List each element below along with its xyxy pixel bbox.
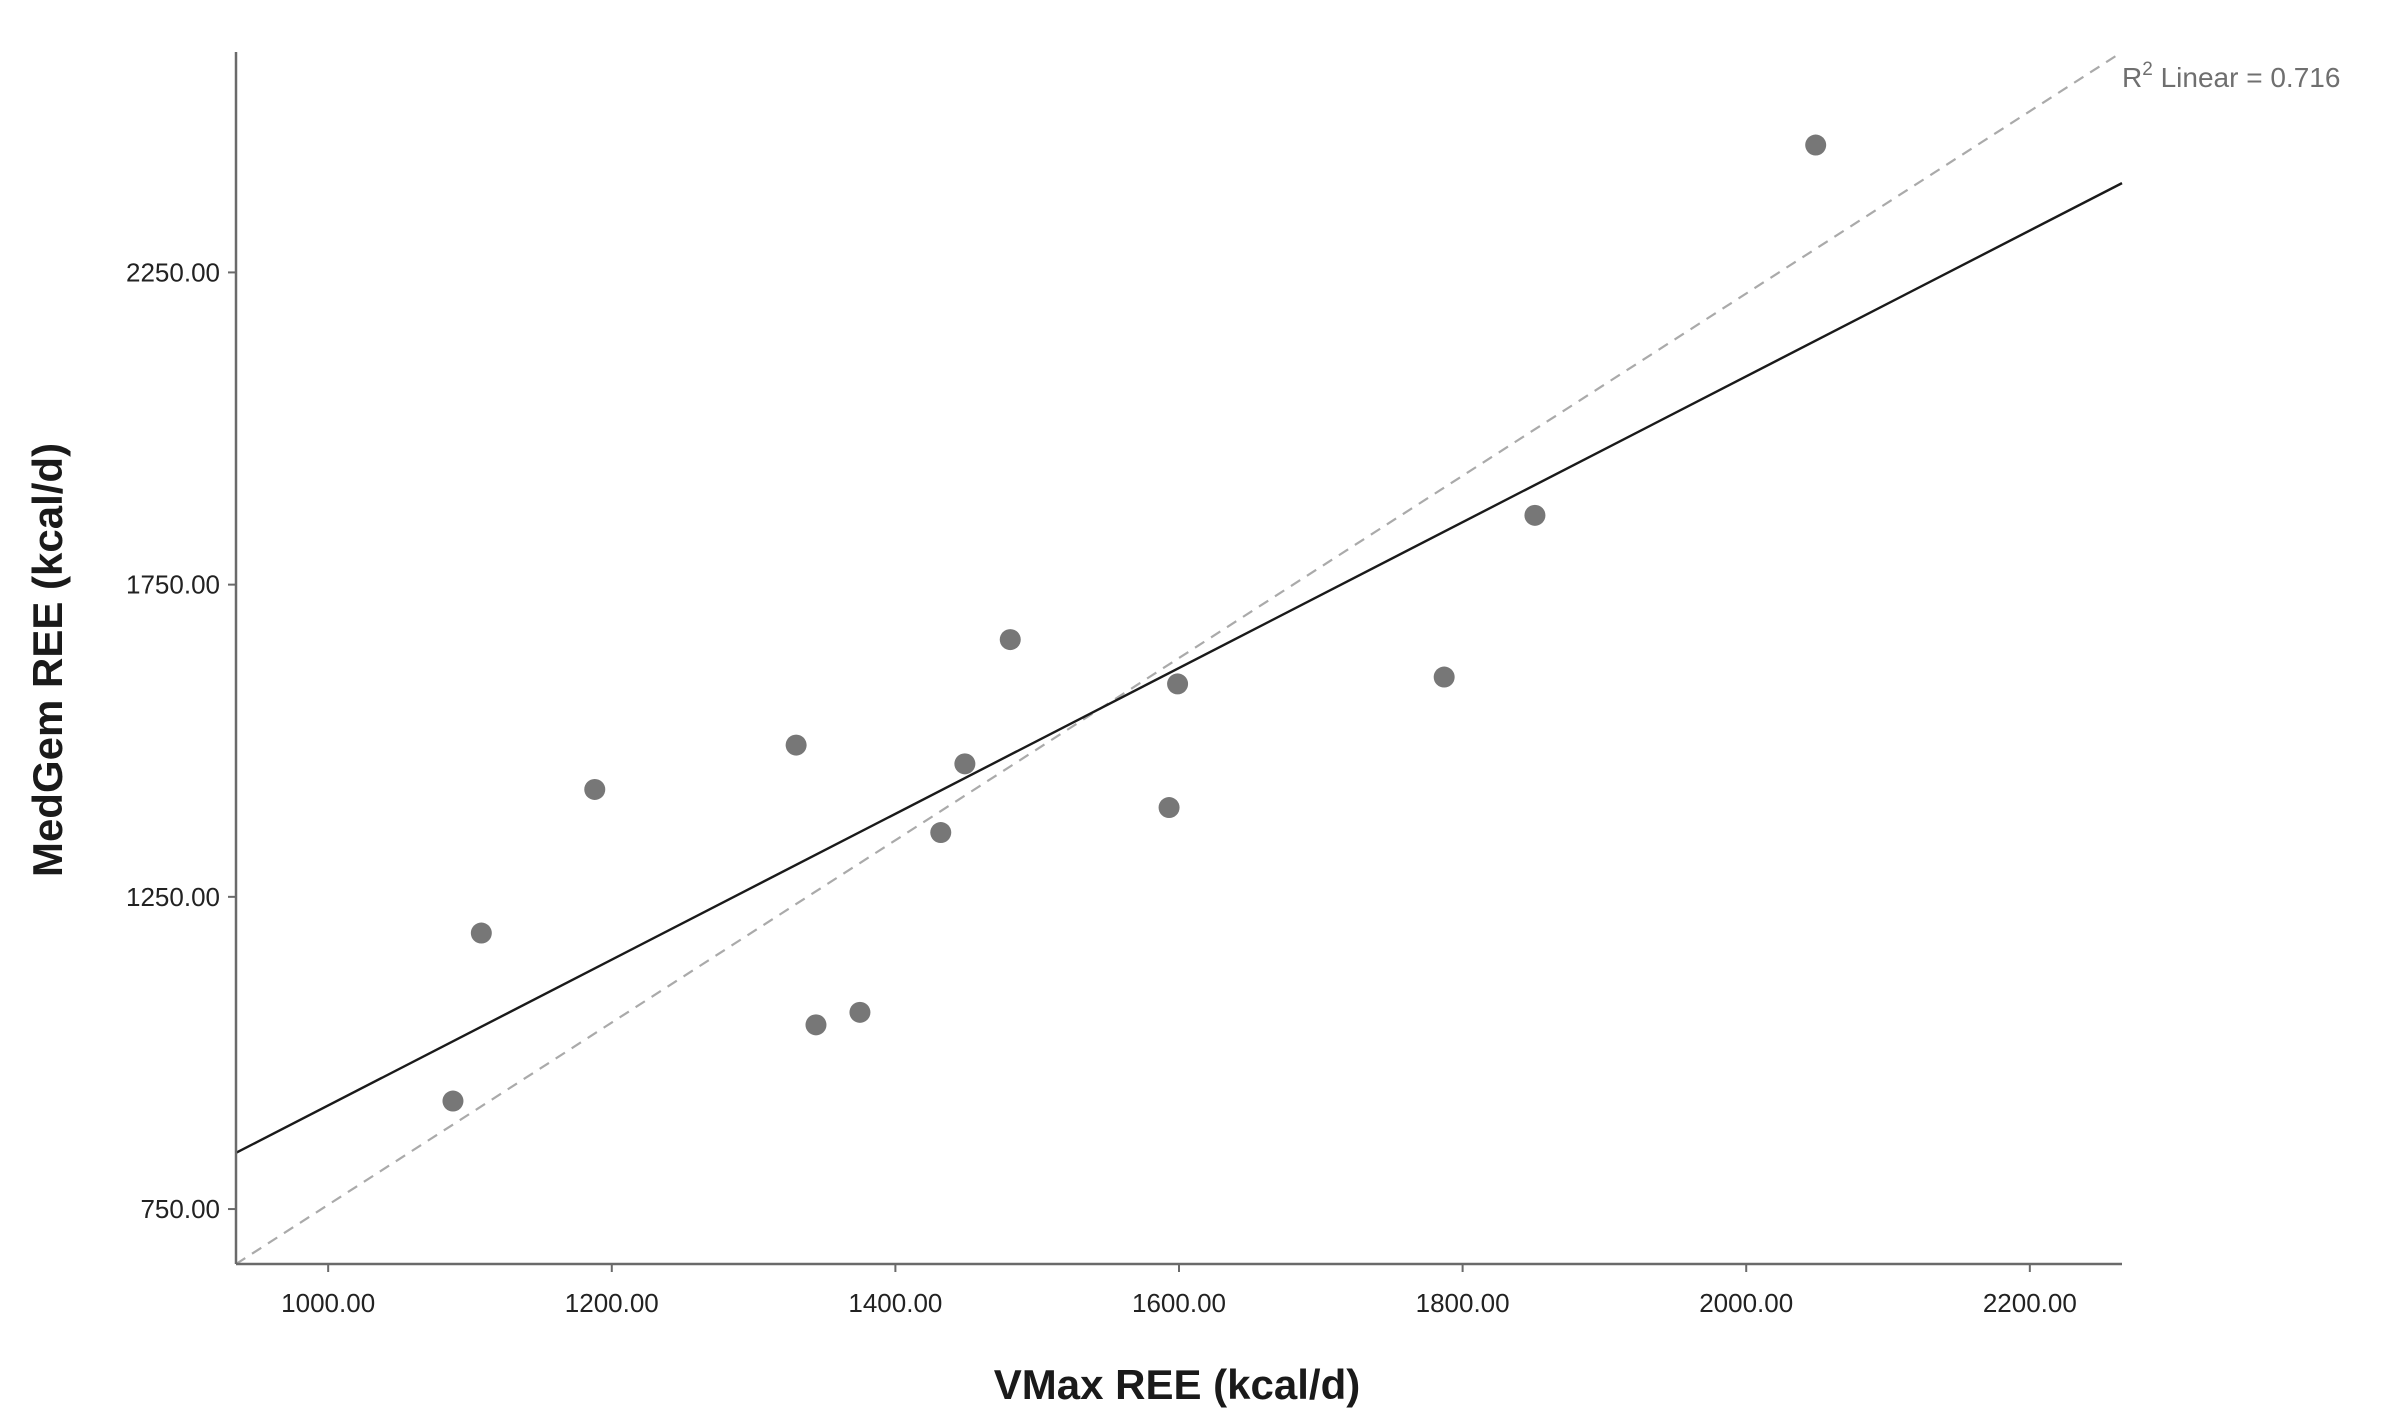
reference-line — [235, 51, 2123, 1265]
y-tick-label: 2250.00 — [126, 257, 220, 287]
data-point — [470, 922, 492, 944]
data-point — [930, 822, 952, 844]
data-point — [584, 778, 606, 800]
regression-line — [235, 182, 2123, 1154]
x-tick-label: 1000.00 — [281, 1288, 375, 1318]
x-tick-label: 1200.00 — [565, 1288, 659, 1318]
x-tick-label: 2000.00 — [1699, 1288, 1793, 1318]
data-point — [1805, 134, 1827, 156]
fit-line-layer — [235, 182, 2123, 1154]
data-point — [999, 629, 1021, 651]
r-squared-superscript: 2 — [2142, 59, 2153, 80]
x-tick-label: 1400.00 — [848, 1288, 942, 1318]
x-tick-label: 1800.00 — [1416, 1288, 1510, 1318]
y-tick-label: 750.00 — [140, 1194, 220, 1224]
data-point — [1433, 666, 1455, 688]
y-axis-title: MedGem REE (kcal/d) — [24, 443, 71, 877]
x-tick-label: 1600.00 — [1132, 1288, 1226, 1318]
data-point — [849, 1001, 871, 1023]
data-point — [805, 1014, 827, 1036]
data-point — [1167, 673, 1189, 695]
data-point — [442, 1090, 464, 1112]
x-axis-title: VMax REE (kcal/d) — [994, 1361, 1360, 1408]
data-point — [1524, 504, 1546, 526]
data-point — [1158, 797, 1180, 819]
r-squared-prefix: R — [2122, 62, 2142, 93]
data-points — [442, 134, 1827, 1112]
y-axis-ticks: 750.00 1250.00 1750.00 2250.00 — [126, 257, 236, 1224]
y-tick-label: 1750.00 — [126, 570, 220, 600]
r-squared-value: Linear = 0.716 — [2153, 62, 2341, 93]
x-tick-label: 2200.00 — [1983, 1288, 2077, 1318]
data-point — [785, 734, 807, 756]
y-tick-label: 1250.00 — [126, 882, 220, 912]
data-point — [954, 753, 976, 775]
reference-line-layer — [235, 51, 2123, 1265]
x-axis-ticks: 1000.00 1200.00 1400.00 1600.00 1800.00 2000.… — [281, 1264, 2077, 1318]
r-squared-label: R2 Linear = 0.716 — [2122, 59, 2340, 93]
